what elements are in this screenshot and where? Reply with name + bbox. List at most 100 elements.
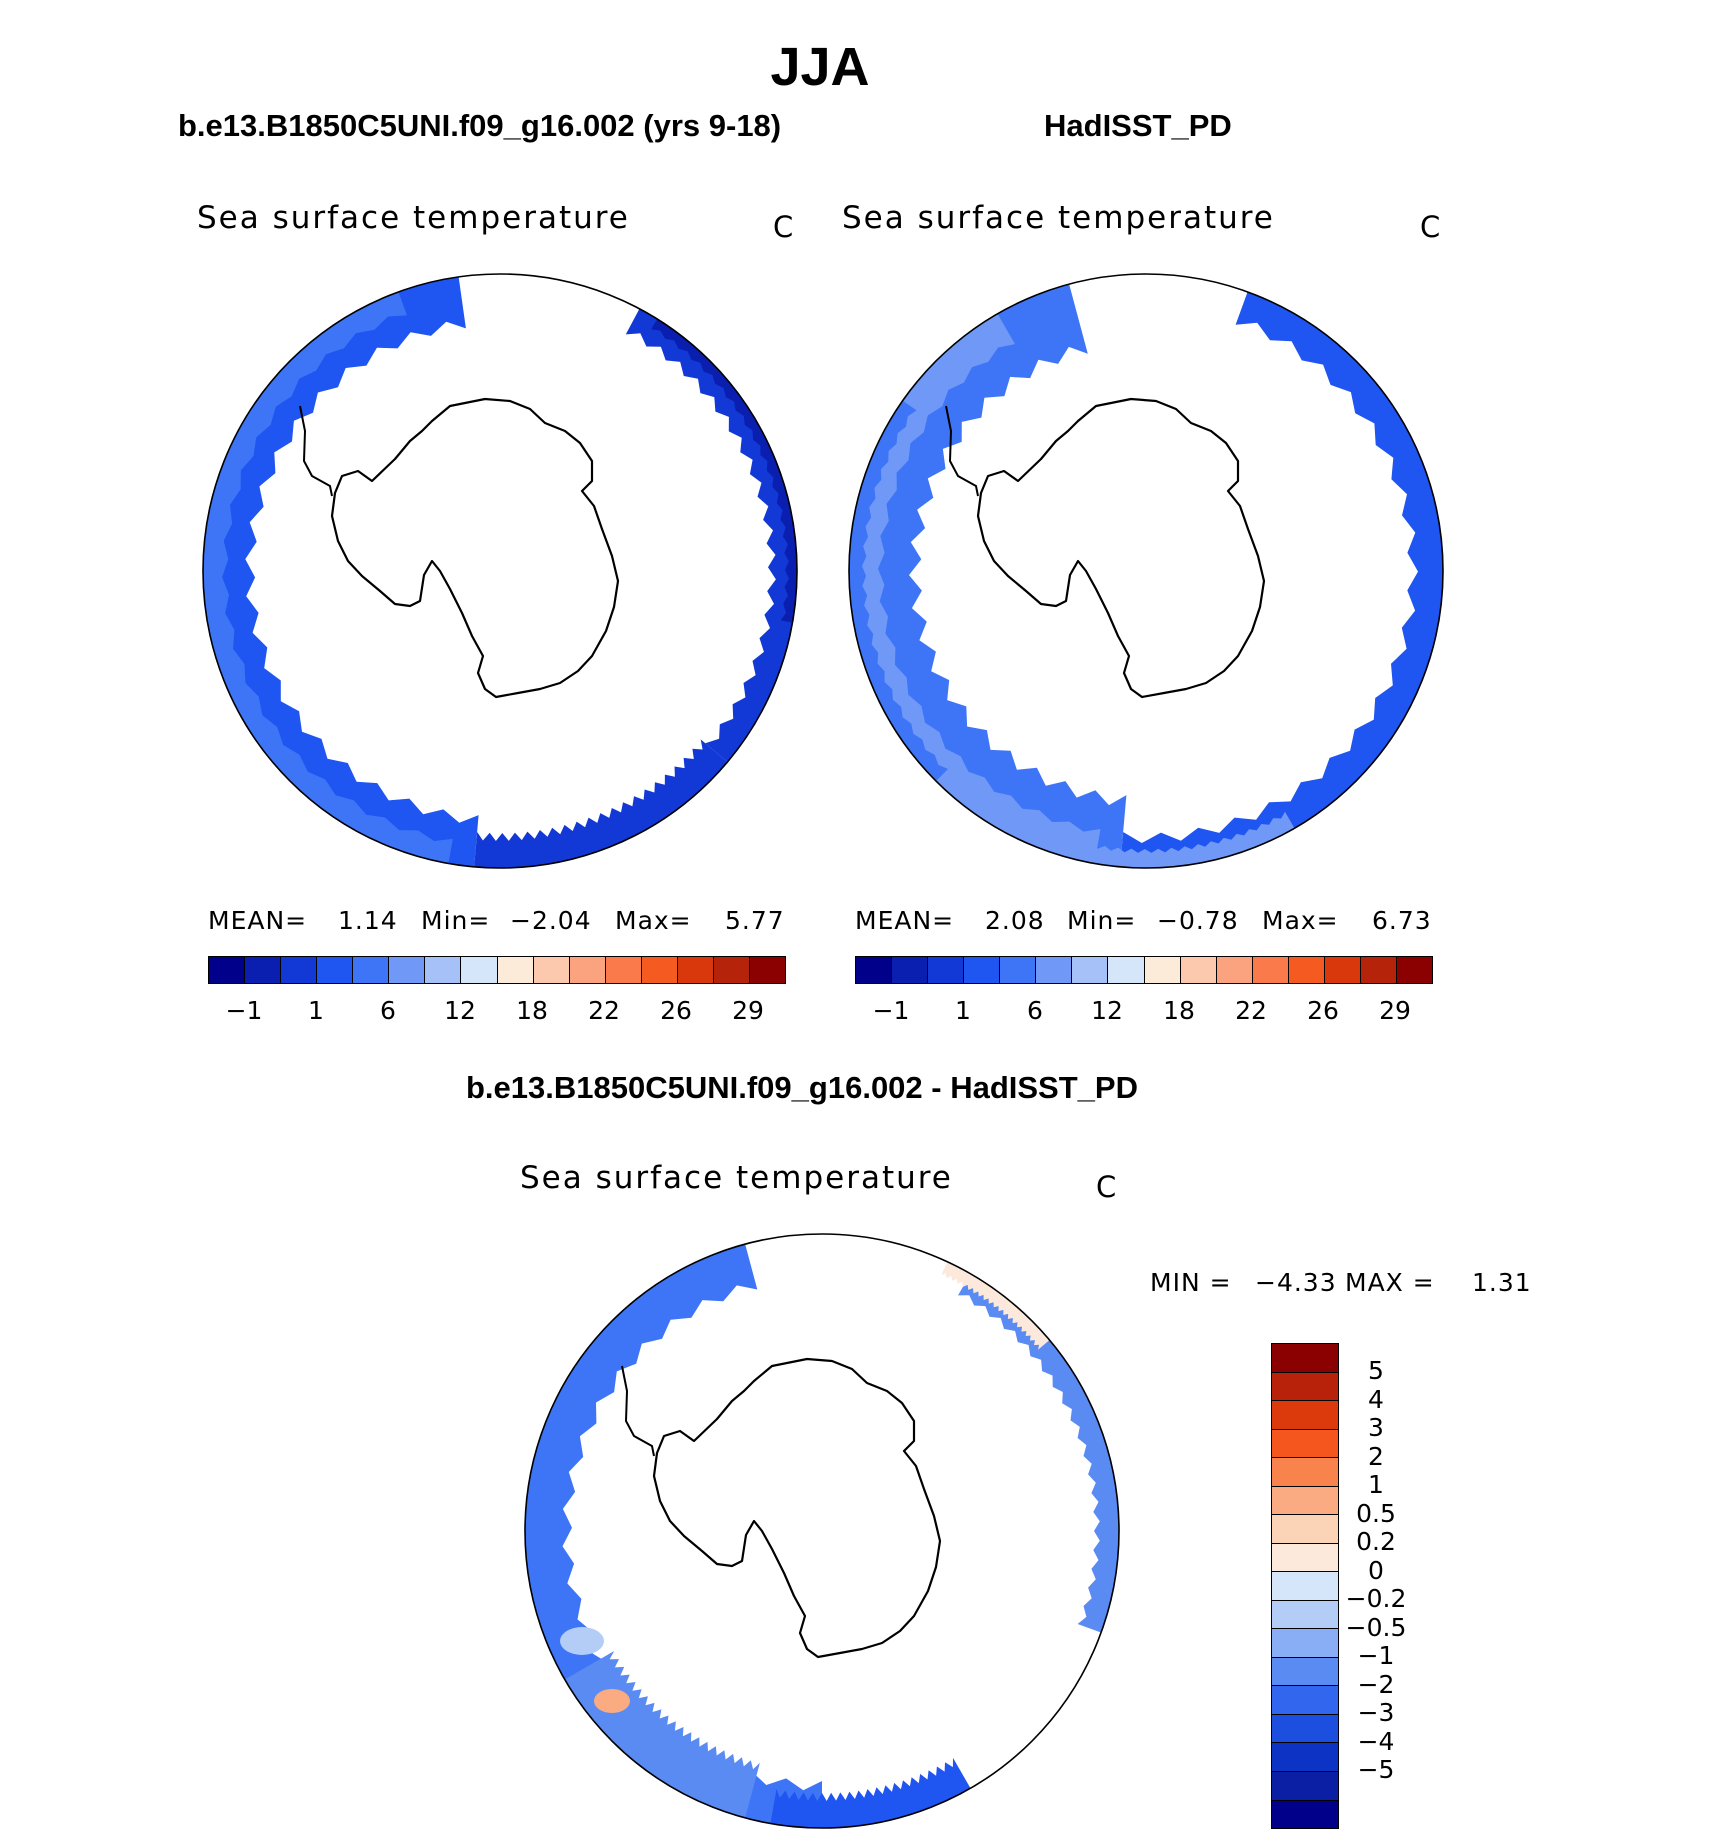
colorbar-tick-label: 18	[1163, 996, 1195, 1025]
colorbar-swatch	[1272, 1629, 1338, 1658]
map-boundary	[202, 273, 798, 869]
colorbar-swatch	[1000, 957, 1037, 983]
colorbar-swatch	[1216, 957, 1253, 983]
ocean-field	[203, 274, 797, 868]
colorbar-tick-label: 1	[1368, 1470, 1384, 1500]
obs-min-value: −0.78	[1157, 906, 1239, 935]
case-mean-value: 1.14	[338, 906, 398, 935]
colorbar-swatch	[245, 957, 282, 983]
colorbar-swatch	[1108, 957, 1145, 983]
coastline-fragment	[621, 1365, 655, 1457]
sst-band	[1020, 811, 1295, 868]
colorbar-swatch	[1396, 957, 1432, 983]
colorbar-swatch	[1272, 1686, 1338, 1715]
colorbar-swatch	[1272, 1657, 1338, 1687]
sst-band	[651, 318, 797, 623]
colorbar-tick-label: 12	[1091, 996, 1123, 1025]
obs-field-label: Sea surface temperature	[842, 200, 1275, 236]
obs-max-value: 6.73	[1372, 906, 1432, 935]
colorbar-tick-label: 12	[444, 996, 476, 1025]
sst-band	[958, 1272, 1119, 1633]
colorbar-tick-label: −1	[1357, 1641, 1395, 1671]
sst-band	[203, 275, 479, 868]
obs-mean-value: 2.08	[985, 906, 1045, 935]
colorbar-tick-label: 3	[1368, 1413, 1384, 1443]
antarctica-coastline	[330, 397, 620, 699]
colorbar-tick-label: 22	[588, 996, 620, 1025]
colorbar-swatch	[1180, 957, 1217, 983]
case-min-label: Min=	[421, 906, 491, 935]
case-max-label: Max=	[615, 906, 692, 935]
ocean-field	[525, 1234, 1119, 1828]
case-sst-map	[202, 273, 798, 869]
colorbar-swatch	[1072, 957, 1109, 983]
diff-max-value: 1.31	[1472, 1268, 1532, 1297]
colorbar-tick-label: −0.2	[1345, 1584, 1407, 1614]
colorbar-swatch	[317, 957, 354, 983]
colorbar-swatch	[1272, 1429, 1338, 1459]
obs-units-label: C	[1420, 210, 1441, 244]
colorbar-swatch	[677, 957, 714, 983]
case-colorbar	[208, 956, 786, 984]
antarctica-coastline	[976, 397, 1266, 699]
map-boundary	[524, 1233, 1120, 1829]
colorbar-swatch	[641, 957, 678, 983]
sst-patch	[560, 1627, 604, 1655]
colorbar-tick-label: 29	[732, 996, 764, 1025]
colorbar-tick-label: 0.2	[1356, 1527, 1396, 1557]
colorbar-swatch	[1272, 1458, 1338, 1487]
colorbar-swatch	[1272, 1372, 1338, 1402]
colorbar-tick-label: 18	[516, 996, 548, 1025]
colorbar-tick-label: −5	[1357, 1755, 1395, 1785]
obs-panel-title: HadISST_PD	[1044, 108, 1232, 143]
colorbar-swatch	[605, 957, 642, 983]
colorbar-swatch	[353, 957, 390, 983]
colorbar-swatch	[749, 957, 785, 983]
ocean-field	[849, 274, 1443, 868]
colorbar-swatch	[1272, 1486, 1338, 1516]
diff-max-label: MAX =	[1345, 1268, 1435, 1297]
obs-mean-label: MEAN=	[855, 906, 955, 935]
colorbar-tick-label: −3	[1357, 1698, 1395, 1728]
colorbar-swatch	[1272, 1515, 1338, 1544]
colorbar-tick-label: 26	[660, 996, 692, 1025]
colorbar-tick-label: 1	[955, 996, 971, 1025]
warm-anomaly	[594, 1689, 630, 1713]
colorbar-swatch	[1272, 1714, 1338, 1744]
colorbar-swatch	[389, 957, 426, 983]
case-units-label: C	[773, 210, 794, 244]
case-max-value: 5.77	[725, 906, 785, 935]
colorbar-tick-label: −2	[1357, 1669, 1395, 1699]
colorbar-tick-label: −1	[225, 996, 263, 1025]
colorbar-swatch	[1324, 957, 1361, 983]
colorbar-tick-label: 2	[1368, 1441, 1384, 1471]
colorbar-tick-label: 29	[1379, 996, 1411, 1025]
colorbar-swatch	[1272, 1800, 1338, 1829]
colorbar-tick-label: 26	[1307, 996, 1339, 1025]
colorbar-swatch	[1272, 1543, 1338, 1573]
colorbar-swatch	[1252, 957, 1289, 983]
colorbar-tick-label: 6	[380, 996, 396, 1025]
colorbar-swatch	[1144, 957, 1181, 983]
colorbar-swatch	[964, 957, 1001, 983]
sst-band	[203, 291, 453, 865]
colorbar-swatch	[281, 957, 318, 983]
colorbar-swatch	[892, 957, 929, 983]
diff-colorbar	[1271, 1343, 1339, 1829]
diff-panel-title: b.e13.B1850C5UNI.f09_g16.002 - HadISST_P…	[466, 1070, 1138, 1105]
colorbar-swatch	[1272, 1743, 1338, 1772]
colorbar-tick-label: 0.5	[1356, 1498, 1396, 1528]
map-boundary	[848, 273, 1444, 869]
colorbar-tick-label: −0.5	[1345, 1612, 1407, 1642]
case-panel-title: b.e13.B1850C5UNI.f09_g16.002 (yrs 9-18)	[178, 108, 782, 143]
colorbar-tick-label: −1	[872, 996, 910, 1025]
colorbar-swatch	[856, 957, 893, 983]
colorbar-swatch	[425, 957, 462, 983]
colorbar-tick-label: 6	[1027, 996, 1043, 1025]
colorbar-swatch	[1272, 1600, 1338, 1630]
obs-sst-map	[848, 273, 1444, 869]
colorbar-swatch	[928, 957, 965, 983]
colorbar-swatch	[1272, 1401, 1338, 1430]
diff-field-label: Sea surface temperature	[520, 1160, 953, 1196]
